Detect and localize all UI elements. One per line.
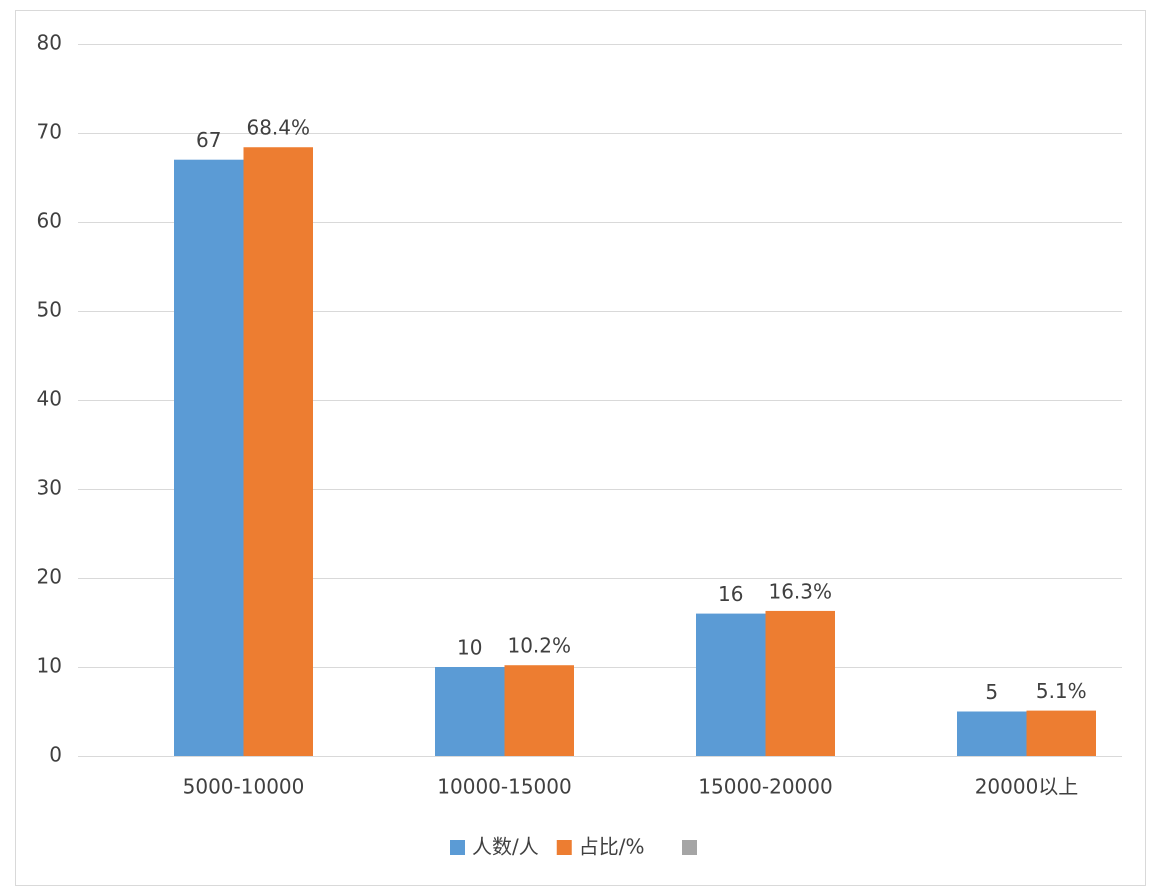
y-tick-label: 60 — [37, 209, 62, 233]
legend-swatch — [682, 840, 697, 855]
bar — [435, 667, 505, 756]
legend-swatch — [450, 840, 465, 855]
bar — [504, 665, 574, 756]
x-tick-label: 5000-10000 — [183, 775, 305, 799]
bar — [957, 711, 1027, 756]
y-tick-label: 20 — [37, 565, 62, 589]
y-tick-label: 50 — [37, 298, 62, 322]
bar — [243, 147, 313, 757]
y-tick-label: 0 — [49, 743, 62, 767]
x-tick-label: 20000以上 — [975, 775, 1079, 799]
y-tick-label: 30 — [37, 476, 62, 500]
data-label: 16 — [718, 582, 743, 606]
data-label: 68.4% — [246, 116, 310, 140]
legend-swatch — [556, 840, 572, 855]
data-label: 5 — [985, 680, 998, 704]
bar — [696, 613, 766, 756]
bar — [174, 159, 244, 756]
x-tick-label: 10000-15000 — [437, 775, 571, 799]
x-tick-label: 15000-20000 — [698, 775, 832, 799]
data-label: 67 — [196, 128, 221, 152]
y-tick-label: 10 — [37, 654, 62, 678]
y-tick-label: 80 — [37, 31, 62, 55]
data-label: 16.3% — [768, 579, 832, 603]
legend-label: 人数/人 — [472, 835, 539, 859]
bar — [765, 610, 835, 756]
data-label: 10 — [457, 636, 482, 660]
y-tick-label: 70 — [37, 120, 62, 144]
data-label: 5.1% — [1036, 679, 1087, 703]
data-label: 10.2% — [507, 634, 571, 658]
legend-label: 占比/% — [579, 835, 645, 859]
y-tick-label: 40 — [37, 387, 62, 411]
bar — [1026, 710, 1096, 756]
